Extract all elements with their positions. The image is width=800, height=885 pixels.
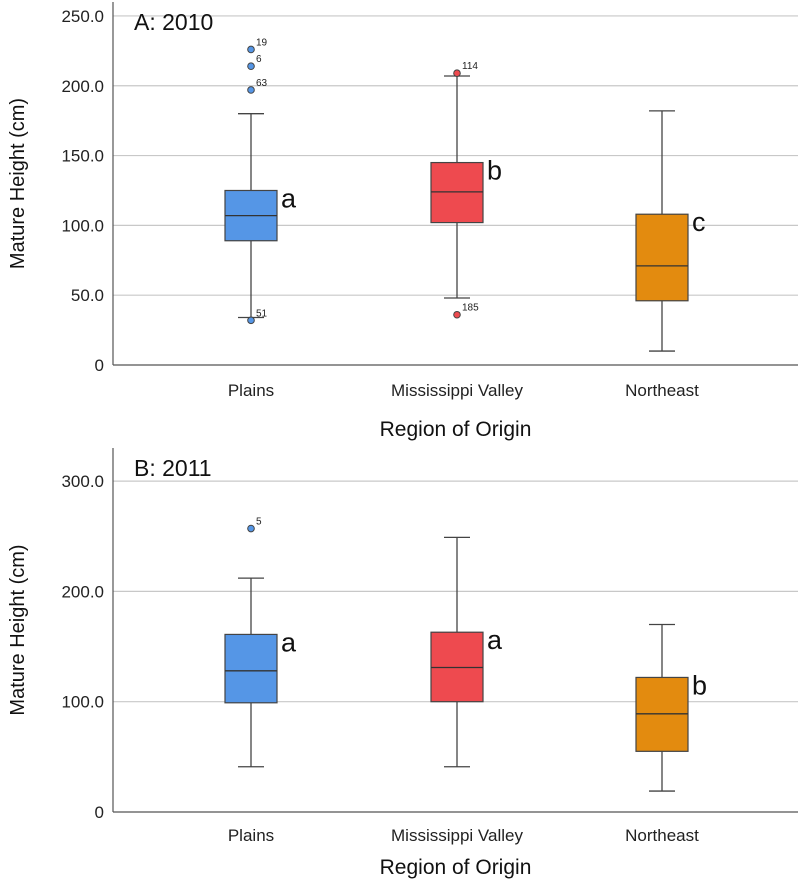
panel-label: B: 2011 <box>134 455 212 481</box>
x-tick-label: Northeast <box>625 381 699 400</box>
x-tick-label: Plains <box>228 826 274 845</box>
significance-letter: c <box>692 207 706 237</box>
outlier-label: 6 <box>256 54 262 65</box>
box-northeast: b <box>635 623 707 792</box>
iqr-box <box>224 633 278 704</box>
outlier-point <box>247 524 255 533</box>
box-northeast: c <box>635 110 706 352</box>
x-tick-label: Mississippi Valley <box>391 381 523 400</box>
box-mississippi-valley: a <box>430 536 503 768</box>
panel-label: A: 2010 <box>134 9 213 35</box>
significance-letter: a <box>487 625 503 655</box>
y-tick-label: 150.0 <box>61 147 104 166</box>
y-axis-title: Mature Height (cm) <box>7 544 29 715</box>
box-plains: 5a <box>224 517 297 768</box>
panel-a: 0 50.0 100.0 150.0 200.0 250.0 A: 2010 19 6 63 51 a… <box>7 2 798 441</box>
outlier-point <box>247 316 255 325</box>
outlier-label: 5 <box>256 517 262 528</box>
outlier-label: 51 <box>256 308 268 319</box>
y-axis-title: Mature Height (cm) <box>7 98 29 269</box>
x-axis-title: Region of Origin <box>380 856 532 879</box>
y-tick-label: 100.0 <box>61 693 104 712</box>
outlier-point <box>453 310 461 319</box>
x-axis-title: Region of Origin <box>380 418 532 441</box>
y-tick-label: 50.0 <box>71 286 104 305</box>
y-tick-label: 300.0 <box>61 472 104 491</box>
outlier-label: 63 <box>256 78 268 89</box>
iqr-box <box>430 161 484 224</box>
significance-letter: a <box>281 627 297 657</box>
x-tick-label: Northeast <box>625 826 699 845</box>
outlier-label: 185 <box>462 303 479 314</box>
iqr-box <box>635 213 689 302</box>
y-tick-label: 100.0 <box>61 216 104 235</box>
outlier-point <box>247 62 255 71</box>
y-tick-label: 200.0 <box>61 582 104 601</box>
significance-letter: b <box>692 670 707 700</box>
box-plains: 19 6 63 51 a <box>224 37 297 325</box>
box-mississippi-valley: 114 185 b <box>430 61 502 319</box>
outlier-label: 114 <box>462 61 478 72</box>
outlier-label: 19 <box>256 37 268 48</box>
x-tick-label: Plains <box>228 381 274 400</box>
outlier-point <box>247 45 255 54</box>
y-tick-label: 200.0 <box>61 77 104 96</box>
outlier-point <box>453 69 461 78</box>
significance-letter: a <box>281 183 297 213</box>
x-tick-label: Mississippi Valley <box>391 826 523 845</box>
outlier-point <box>247 86 255 94</box>
y-tick-label: 250.0 <box>61 7 104 26</box>
y-tick-label: 0 <box>95 356 104 375</box>
significance-letter: b <box>487 156 502 186</box>
y-tick-label: 0 <box>95 803 104 822</box>
